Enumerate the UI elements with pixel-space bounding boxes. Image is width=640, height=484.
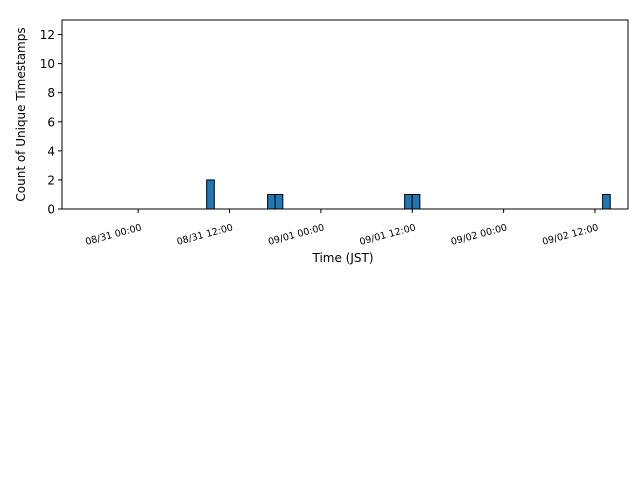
y-tick-label: 8 — [47, 86, 55, 100]
axes-frame — [61, 19, 629, 210]
y-tick-label: 0 — [47, 203, 55, 217]
bar — [602, 193, 611, 210]
y-axis-label: Count of Unique Timestamps — [14, 27, 28, 201]
x-tick-label: 09/01 00:00 — [267, 222, 326, 248]
bar — [206, 179, 215, 210]
x-tick-label: 09/02 00:00 — [450, 222, 509, 248]
x-axis-label: Time (JST) — [311, 251, 373, 265]
y-tick-label: 4 — [47, 144, 55, 158]
bar — [274, 193, 284, 210]
bar — [404, 193, 413, 210]
bar — [267, 193, 276, 210]
x-tick-label: 08/31 00:00 — [84, 222, 143, 248]
y-tick-label: 10 — [40, 57, 55, 71]
y-tick-label: 12 — [40, 28, 55, 42]
y-tick-label: 6 — [47, 115, 55, 129]
bar — [411, 193, 421, 210]
x-tick-label: 08/31 12:00 — [176, 222, 235, 248]
x-tick-label: 09/02 12:00 — [541, 222, 600, 248]
x-tick-label: 09/01 12:00 — [358, 222, 417, 248]
y-tick-label: 2 — [47, 173, 55, 187]
